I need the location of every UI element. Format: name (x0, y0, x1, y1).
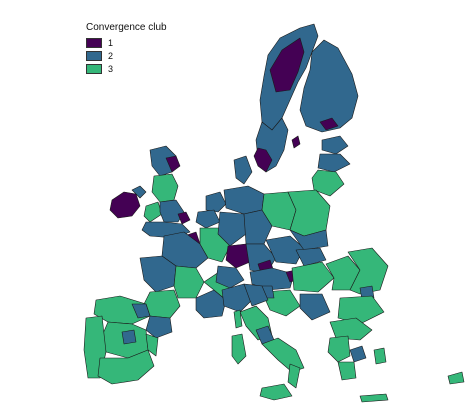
region-ireland (109, 191, 141, 219)
region-calabria (287, 363, 301, 389)
region-lapland (269, 37, 305, 93)
legend: Convergence club 1 2 3 (86, 22, 206, 76)
region-switzerland (215, 265, 245, 289)
region-netherlands (205, 191, 227, 213)
region-serbia-region (299, 293, 331, 321)
region-denmark (233, 155, 253, 185)
region-northern-england (151, 173, 179, 203)
region-belgium (195, 209, 221, 229)
legend-swatch-club-1 (86, 38, 102, 48)
region-sardinia (231, 333, 247, 365)
region-peloponnese (337, 361, 357, 381)
region-spain-north (93, 295, 151, 325)
legend-label-club-3: 3 (108, 64, 114, 74)
region-greece-west (327, 335, 351, 363)
legend-item-club-1: 1 (86, 37, 206, 49)
region-spain-south (97, 349, 155, 385)
region-aegean-islands (373, 347, 387, 365)
region-cyprus (447, 371, 465, 385)
region-finland (299, 39, 359, 133)
region-sicily (259, 383, 293, 401)
region-valencia (145, 333, 159, 357)
region-bulgaria (337, 295, 385, 325)
region-sweden-west (253, 147, 273, 173)
region-germany-south-west (225, 243, 251, 269)
region-slovakia (295, 247, 327, 267)
region-northern-ireland (131, 185, 147, 199)
legend-title: Convergence club (86, 22, 167, 33)
region-greece-north (329, 317, 373, 341)
region-hungary (291, 261, 335, 293)
region-germany-center (243, 209, 273, 245)
legend-item-club-3: 3 (86, 63, 206, 75)
region-germany-north (223, 185, 265, 215)
region-midlands (159, 199, 185, 223)
region-london (177, 211, 191, 225)
region-lithuania (311, 169, 345, 197)
region-italy-south (261, 337, 305, 373)
legend-swatch-club-2 (86, 51, 102, 61)
legend-item-club-2: 2 (86, 50, 206, 62)
region-france-center (173, 265, 205, 299)
region-gotland (291, 135, 301, 149)
region-austria (249, 267, 295, 291)
region-crete (359, 393, 389, 403)
region-germany-west (217, 211, 247, 247)
region-latvia (317, 153, 351, 173)
region-italy-north-west (221, 283, 253, 313)
region-corsica (233, 309, 243, 329)
region-helsinki (319, 117, 339, 131)
region-italy-north-east (243, 283, 269, 307)
region-catalonia (145, 315, 173, 339)
region-poland-south (289, 229, 329, 251)
region-scotland-east (165, 155, 181, 173)
region-wales (143, 201, 163, 223)
region-athens (349, 345, 367, 363)
legend-label-club-2: 2 (108, 51, 114, 61)
legend-swatch-club-3 (86, 64, 102, 74)
legend-label-club-1: 1 (108, 38, 114, 48)
region-estonia (321, 135, 349, 155)
region-madrid (121, 329, 137, 345)
